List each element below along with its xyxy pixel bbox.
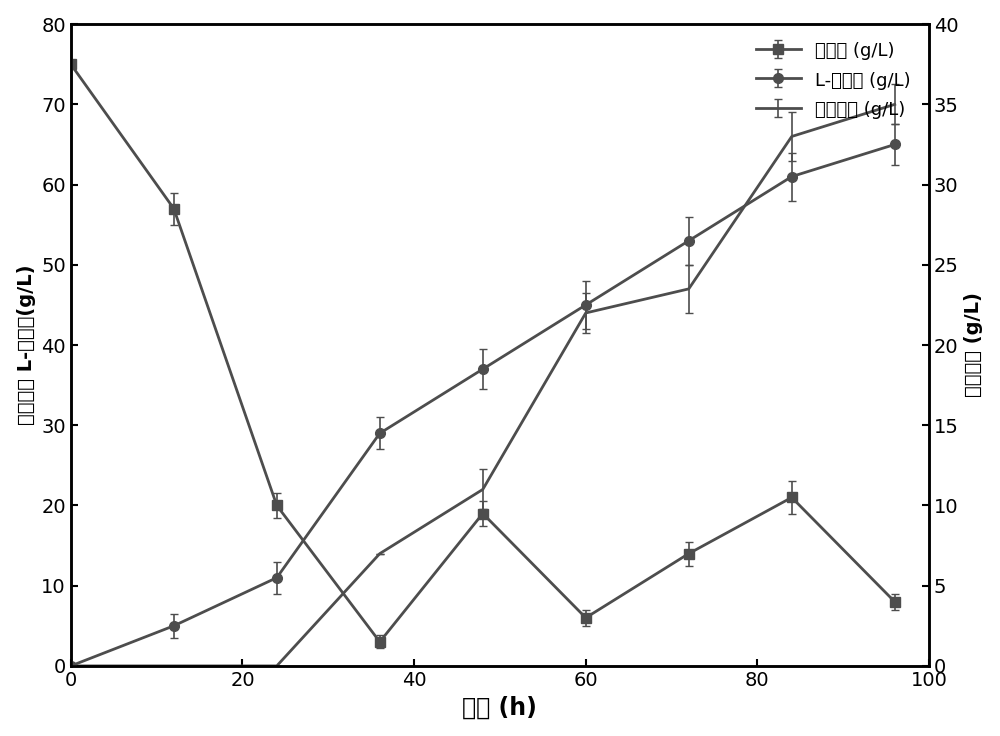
Legend: 葫葡糖 (g/L), L-精氨酸 (g/L), 细胞干重 (g/L): 葫葡糖 (g/L), L-精氨酸 (g/L), 细胞干重 (g/L) [747, 33, 920, 128]
Y-axis label: 葫葡糖和 L-精氨酸(g/L): 葫葡糖和 L-精氨酸(g/L) [17, 265, 36, 425]
Y-axis label: 细胞干重 (g/L): 细胞干重 (g/L) [964, 293, 983, 397]
X-axis label: 时间 (h): 时间 (h) [462, 696, 537, 719]
